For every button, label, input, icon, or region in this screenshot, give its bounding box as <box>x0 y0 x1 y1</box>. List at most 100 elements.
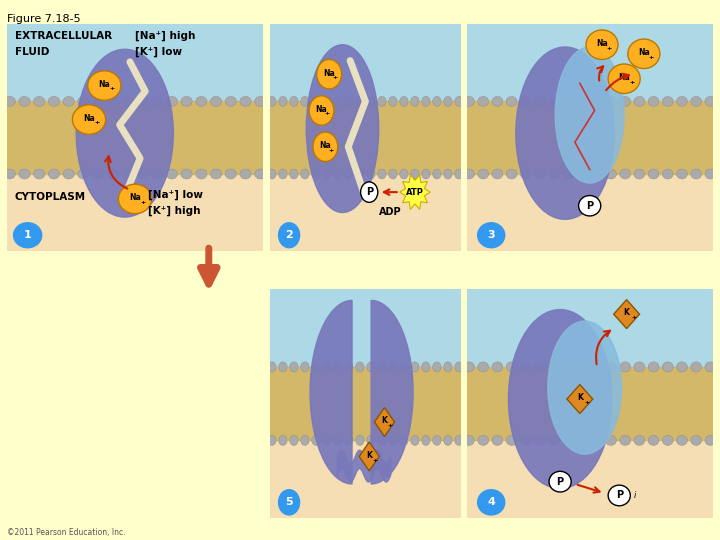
Circle shape <box>464 435 474 445</box>
Circle shape <box>549 169 559 179</box>
Polygon shape <box>400 175 431 210</box>
Circle shape <box>606 97 616 106</box>
Circle shape <box>166 97 177 106</box>
Ellipse shape <box>306 45 379 213</box>
Bar <box>467 440 713 518</box>
Circle shape <box>279 169 287 179</box>
Circle shape <box>549 435 559 445</box>
Polygon shape <box>371 300 413 484</box>
Text: +: + <box>585 400 590 405</box>
Circle shape <box>88 71 121 100</box>
Circle shape <box>181 97 192 106</box>
Text: +: + <box>140 200 145 205</box>
Bar <box>467 289 713 367</box>
Circle shape <box>705 97 716 106</box>
Circle shape <box>279 362 287 372</box>
Circle shape <box>464 169 474 179</box>
Circle shape <box>433 97 441 106</box>
Circle shape <box>93 169 104 179</box>
Bar <box>270 440 461 518</box>
Bar <box>270 24 461 102</box>
Circle shape <box>255 169 266 179</box>
Circle shape <box>240 169 251 179</box>
Circle shape <box>648 435 659 445</box>
Circle shape <box>361 182 378 202</box>
Text: +: + <box>607 45 612 51</box>
Circle shape <box>312 435 320 445</box>
Circle shape <box>662 169 673 179</box>
Circle shape <box>628 39 660 69</box>
Circle shape <box>534 169 546 179</box>
Circle shape <box>366 169 375 179</box>
Circle shape <box>34 169 45 179</box>
Text: +: + <box>109 86 114 91</box>
Circle shape <box>400 169 408 179</box>
Circle shape <box>591 169 602 179</box>
Circle shape <box>634 169 645 179</box>
Circle shape <box>662 362 673 372</box>
Circle shape <box>323 435 331 445</box>
Circle shape <box>677 97 688 106</box>
Circle shape <box>563 435 574 445</box>
Text: P: P <box>616 490 623 501</box>
Circle shape <box>196 97 207 106</box>
Text: 1: 1 <box>24 230 32 240</box>
Circle shape <box>648 169 659 179</box>
Circle shape <box>677 362 688 372</box>
Text: Na: Na <box>618 73 630 82</box>
Circle shape <box>506 169 517 179</box>
Text: P: P <box>586 201 593 211</box>
Circle shape <box>366 362 375 372</box>
Circle shape <box>492 169 503 179</box>
Circle shape <box>608 64 640 93</box>
Text: +: + <box>629 79 634 85</box>
Circle shape <box>506 362 517 372</box>
Circle shape <box>620 435 631 445</box>
Circle shape <box>378 435 386 445</box>
Circle shape <box>19 169 30 179</box>
Circle shape <box>563 362 574 372</box>
Text: K: K <box>382 416 387 426</box>
Circle shape <box>210 169 222 179</box>
Text: Na: Na <box>129 193 141 202</box>
Circle shape <box>648 362 659 372</box>
Text: FLUID: FLUID <box>15 47 49 57</box>
Circle shape <box>196 169 207 179</box>
Text: Na: Na <box>638 48 649 57</box>
Circle shape <box>534 435 546 445</box>
Circle shape <box>705 169 716 179</box>
Circle shape <box>534 97 546 106</box>
Circle shape <box>433 169 441 179</box>
Circle shape <box>477 222 505 248</box>
Circle shape <box>444 169 452 179</box>
Circle shape <box>577 435 588 445</box>
Circle shape <box>48 97 60 106</box>
Circle shape <box>563 169 574 179</box>
Circle shape <box>317 59 341 89</box>
Circle shape <box>705 435 716 445</box>
Circle shape <box>690 435 701 445</box>
Circle shape <box>301 362 309 372</box>
Circle shape <box>279 490 300 515</box>
Circle shape <box>312 169 320 179</box>
Circle shape <box>289 97 298 106</box>
Text: +: + <box>94 120 99 125</box>
Polygon shape <box>374 408 395 436</box>
Circle shape <box>151 97 163 106</box>
Circle shape <box>591 362 602 372</box>
Circle shape <box>410 435 419 445</box>
Text: Na: Na <box>315 105 328 114</box>
Circle shape <box>345 97 353 106</box>
Circle shape <box>4 169 15 179</box>
Circle shape <box>63 97 74 106</box>
Circle shape <box>478 169 489 179</box>
Text: 3: 3 <box>487 230 495 240</box>
Circle shape <box>279 97 287 106</box>
Circle shape <box>333 169 342 179</box>
Text: [K⁺] high: [K⁺] high <box>148 206 200 216</box>
Text: K: K <box>624 308 629 318</box>
Circle shape <box>563 97 574 106</box>
Circle shape <box>464 97 474 106</box>
Circle shape <box>506 97 517 106</box>
Circle shape <box>268 435 276 445</box>
